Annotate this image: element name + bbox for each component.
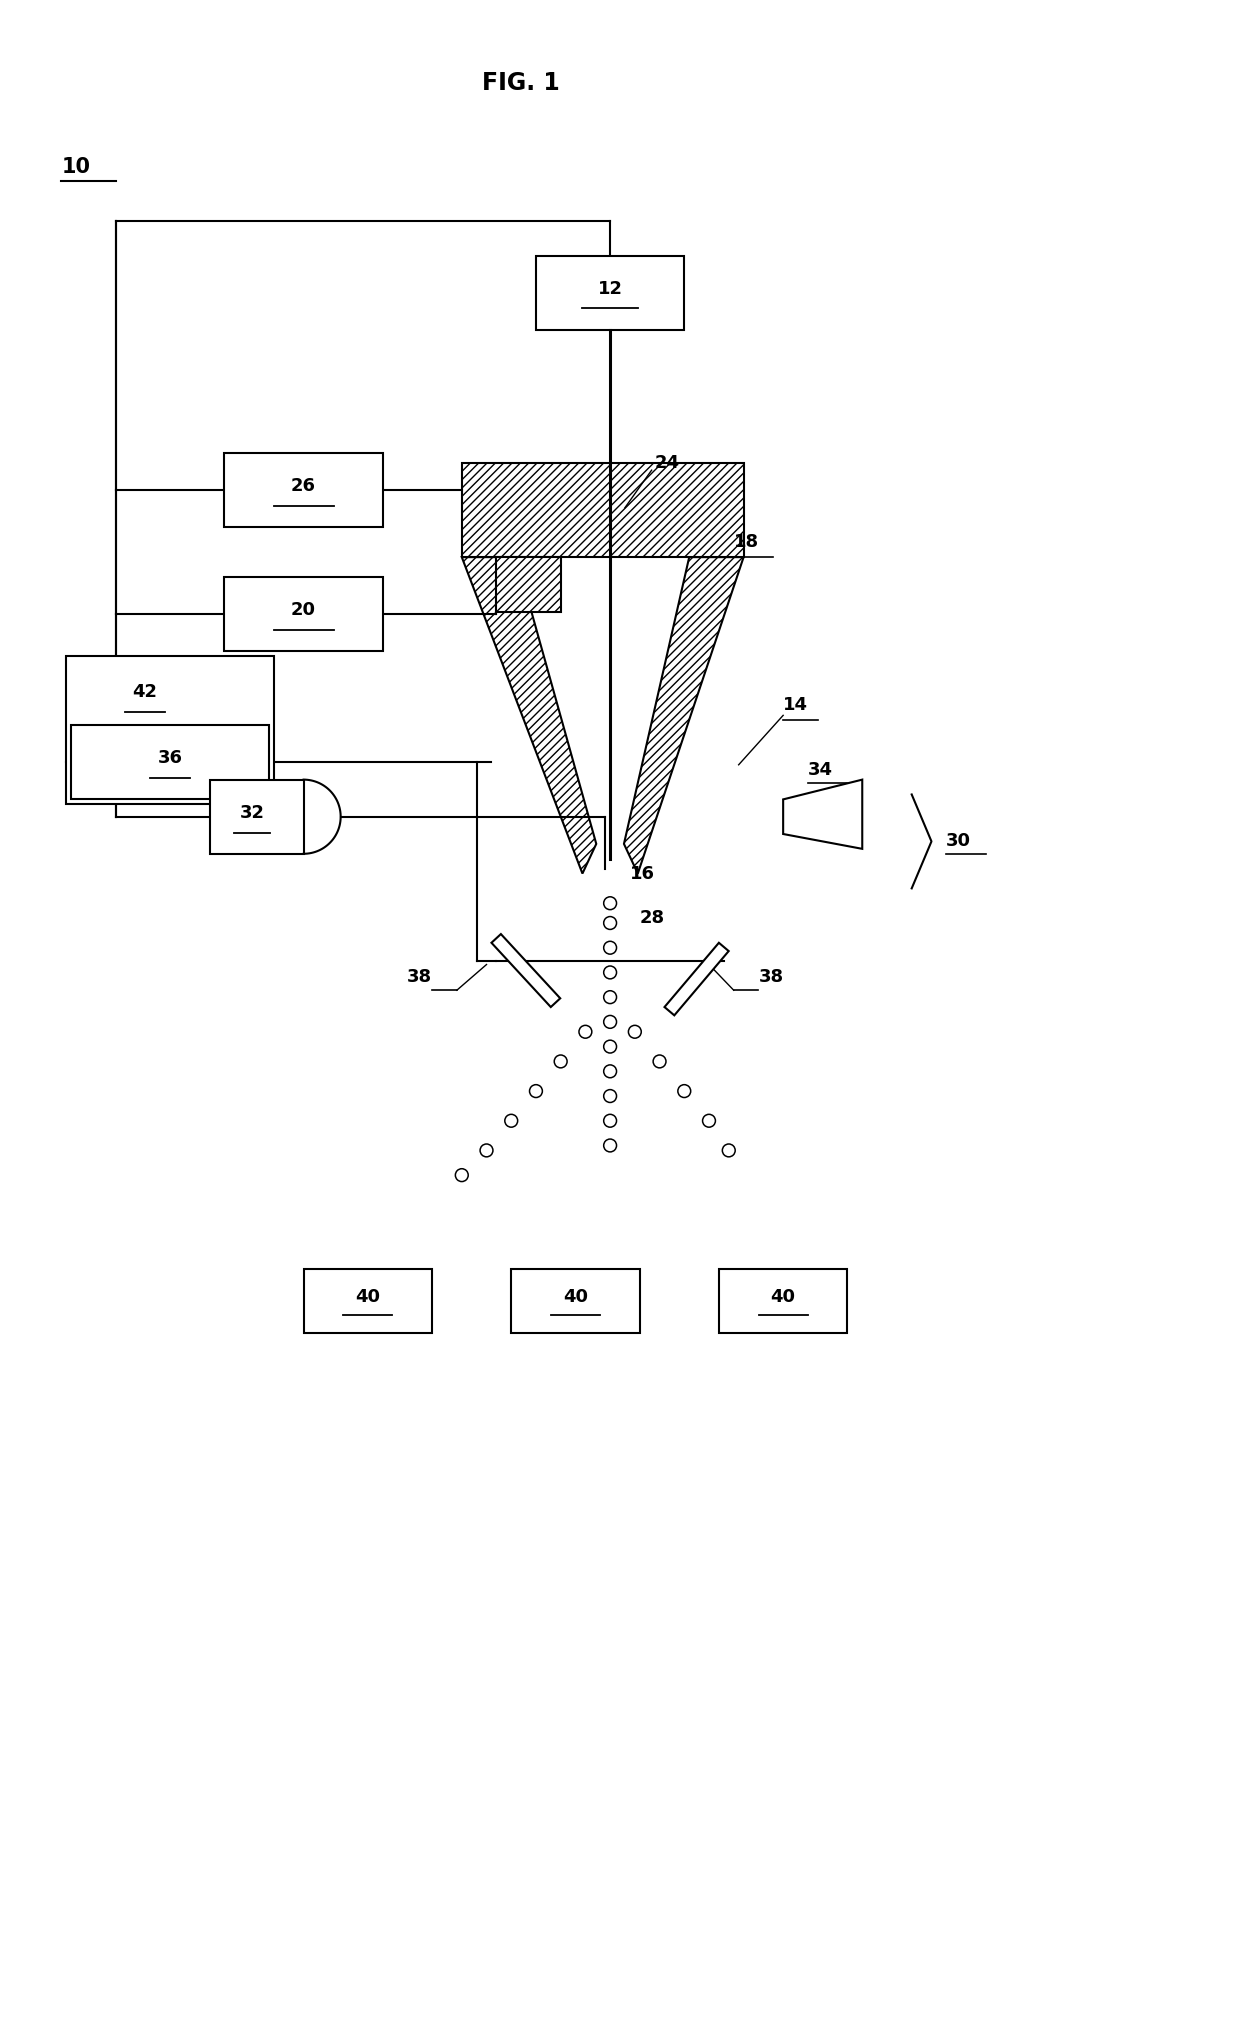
Bar <box>224 453 383 528</box>
Text: 30: 30 <box>946 833 971 851</box>
Text: 12: 12 <box>598 279 622 297</box>
Polygon shape <box>461 558 596 874</box>
Text: 40: 40 <box>770 1288 796 1306</box>
Polygon shape <box>491 934 560 1007</box>
Text: 42: 42 <box>133 683 157 702</box>
Text: 38: 38 <box>759 969 784 987</box>
Bar <box>511 1270 640 1332</box>
Text: 40: 40 <box>563 1288 588 1306</box>
Text: 40: 40 <box>356 1288 381 1306</box>
Polygon shape <box>624 558 744 874</box>
Polygon shape <box>496 558 560 611</box>
Bar <box>210 780 304 853</box>
Bar <box>536 255 684 330</box>
Bar <box>304 1270 432 1332</box>
Bar <box>224 576 383 651</box>
Text: 16: 16 <box>630 865 655 882</box>
Text: 36: 36 <box>157 750 182 768</box>
Text: 34: 34 <box>808 760 833 778</box>
Text: 18: 18 <box>734 534 759 552</box>
Text: 26: 26 <box>291 477 316 495</box>
Bar <box>66 655 274 805</box>
Polygon shape <box>784 780 862 849</box>
Polygon shape <box>461 463 744 558</box>
Text: FIG. 1: FIG. 1 <box>482 71 560 95</box>
Text: 14: 14 <box>784 696 808 714</box>
Bar <box>71 726 269 799</box>
Text: 20: 20 <box>291 601 316 619</box>
Text: 38: 38 <box>407 969 432 987</box>
Text: 28: 28 <box>640 910 665 926</box>
Text: 10: 10 <box>61 156 91 176</box>
Text: 24: 24 <box>655 455 680 473</box>
Text: 32: 32 <box>239 805 264 821</box>
Bar <box>719 1270 847 1332</box>
Polygon shape <box>665 942 729 1015</box>
